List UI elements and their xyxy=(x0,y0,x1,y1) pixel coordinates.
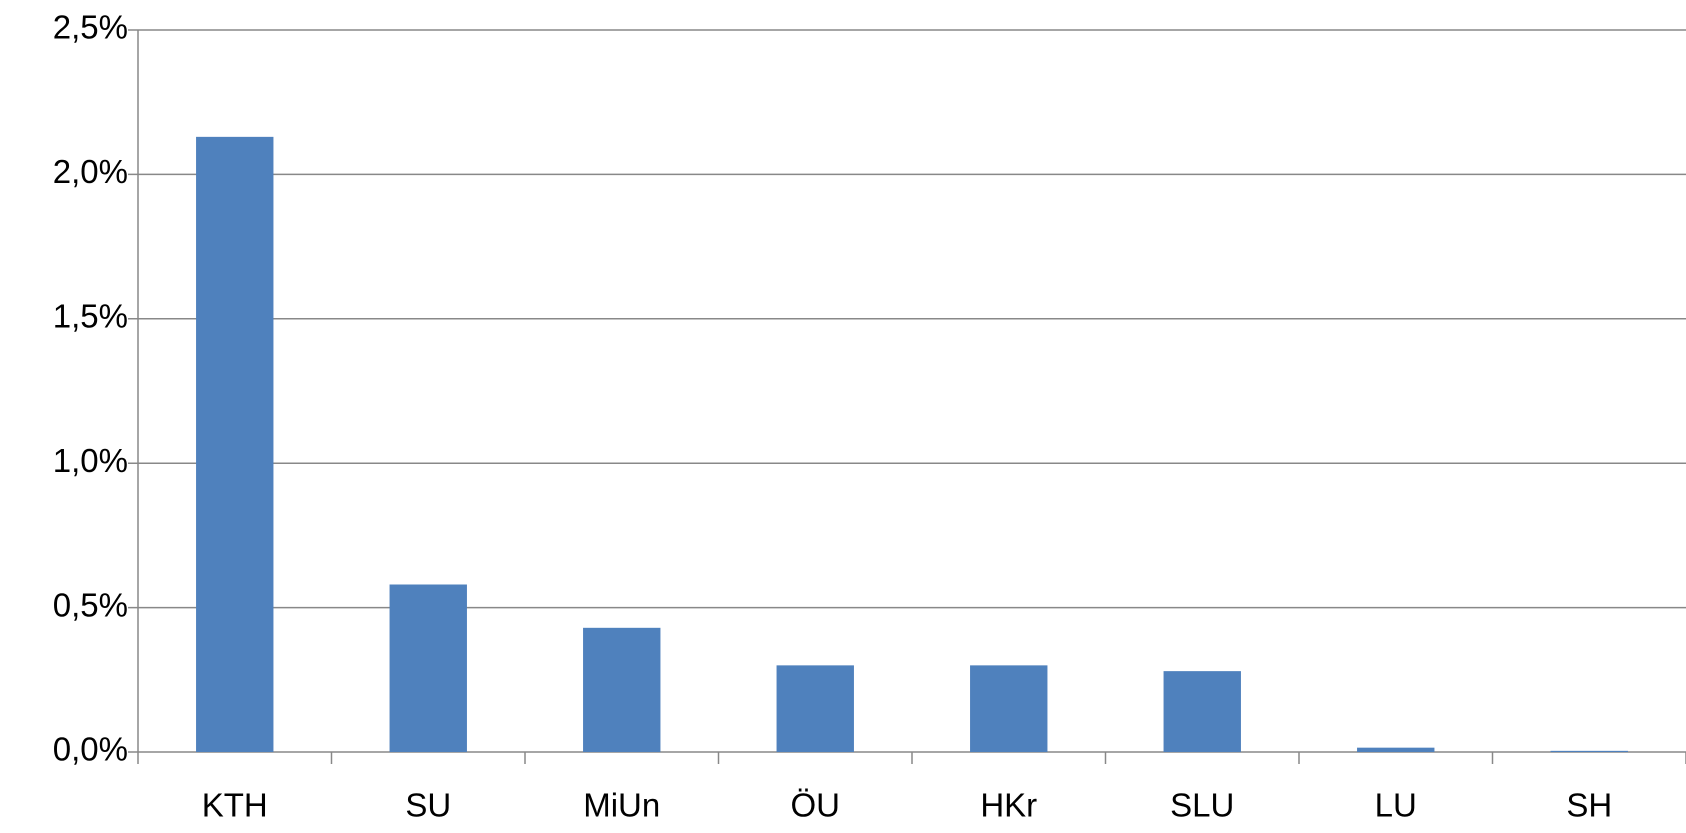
x-tick-label: KTH xyxy=(202,787,268,824)
y-tick-label: 0,0% xyxy=(53,731,128,768)
bar xyxy=(196,136,274,752)
bar xyxy=(389,584,467,752)
y-tick-label: 1,5% xyxy=(53,298,128,335)
bar xyxy=(1357,747,1435,752)
y-tick-label: 1,0% xyxy=(53,442,128,479)
bar xyxy=(776,665,854,752)
bar xyxy=(583,627,661,752)
bar xyxy=(1550,750,1628,752)
x-tick-label: SU xyxy=(405,787,451,824)
y-tick-label: 2,5% xyxy=(53,9,128,46)
y-tick-label: 0,5% xyxy=(53,586,128,623)
x-tick-label: HKr xyxy=(980,787,1037,824)
x-tick-label: ÖU xyxy=(791,787,841,824)
x-tick-label: SH xyxy=(1566,787,1612,824)
bar xyxy=(1163,671,1241,752)
x-tick-label: LU xyxy=(1375,787,1417,824)
y-tick-label: 2,0% xyxy=(53,153,128,190)
x-tick-label: SLU xyxy=(1170,787,1234,824)
x-tick-label: MiUn xyxy=(583,787,660,824)
bar xyxy=(970,665,1048,752)
